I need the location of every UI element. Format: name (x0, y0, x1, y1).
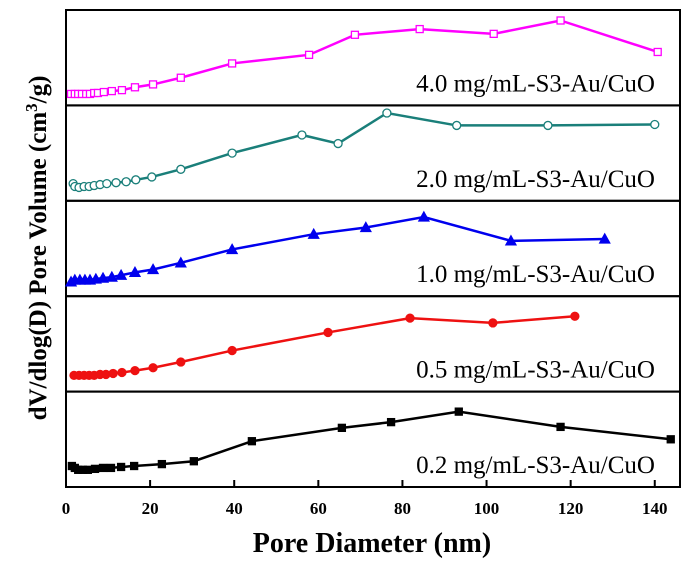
marker (121, 177, 131, 187)
marker (227, 345, 237, 356)
marker (99, 87, 108, 97)
x-tick-label: 80 (394, 499, 411, 518)
marker (359, 221, 372, 233)
marker (146, 263, 160, 275)
marker (102, 178, 112, 189)
marker (386, 417, 396, 427)
marker (405, 313, 415, 323)
legend-label: 1.0 mg/mL-S3-Au/CuO (416, 261, 655, 288)
marker (96, 271, 110, 283)
marker (83, 465, 93, 474)
legend-label: 4.0 mg/mL-S3-Au/CuO (416, 70, 655, 97)
marker (598, 232, 611, 244)
marker (297, 130, 307, 140)
marker (333, 138, 343, 149)
marker (147, 172, 157, 182)
marker (90, 464, 100, 474)
marker (415, 24, 424, 34)
marker (129, 461, 139, 471)
marker (653, 47, 662, 57)
marker (556, 422, 565, 432)
marker (227, 148, 237, 158)
x-tick-label: 0 (62, 499, 71, 518)
x-tick-label: 20 (142, 499, 159, 518)
marker (117, 85, 127, 95)
legend-label: 0.5 mg/mL-S3-Au/CuO (416, 357, 655, 384)
marker (116, 462, 126, 472)
marker (189, 457, 198, 466)
marker (176, 357, 186, 367)
marker (304, 50, 314, 59)
marker (382, 108, 392, 118)
marker (131, 175, 141, 185)
x-tick-label: 140 (642, 499, 668, 518)
marker (106, 463, 116, 473)
x-tick-label: 40 (226, 499, 243, 518)
marker (543, 120, 553, 131)
marker (130, 83, 140, 92)
legend-label: 2.0 mg/mL-S3-Au/CuO (416, 166, 655, 193)
marker (128, 266, 142, 277)
marker (176, 164, 186, 174)
panel-frame (65, 390, 681, 489)
x-tick-label: 120 (558, 499, 584, 518)
y-label-part: /g) (25, 76, 52, 105)
marker (176, 73, 185, 82)
marker (454, 407, 463, 416)
marker (148, 363, 158, 373)
marker (108, 368, 118, 379)
marker (226, 243, 239, 255)
marker (247, 437, 257, 446)
marker (117, 367, 127, 378)
x-tick-label: 60 (310, 499, 327, 518)
marker (114, 268, 128, 280)
marker (452, 120, 462, 131)
marker (556, 16, 565, 25)
marker (350, 30, 360, 39)
marker (570, 311, 580, 321)
marker (666, 435, 675, 444)
x-tick-label: 100 (474, 499, 500, 518)
marker (157, 459, 167, 469)
marker (504, 234, 518, 246)
marker (148, 80, 158, 89)
marker (98, 463, 108, 473)
marker (130, 365, 140, 376)
legend-label: 0.2 mg/mL-S3-Au/CuO (416, 452, 655, 479)
marker (111, 178, 121, 188)
marker (337, 423, 347, 433)
marker (107, 86, 116, 96)
marker (174, 256, 187, 268)
x-axis-label: Pore Diameter (nm) (253, 528, 491, 559)
y-axis-label: dV/dlog(D) Pore Volume (cm3/g) (22, 76, 52, 421)
marker (227, 59, 237, 68)
marker (307, 227, 320, 239)
marker (488, 318, 498, 328)
y-label-sup: 3 (22, 103, 41, 112)
marker (417, 210, 430, 222)
marker (489, 29, 498, 39)
marker (650, 119, 660, 130)
y-label-part: dV/dlog(D) Pore Volume (cm (25, 112, 52, 421)
marker (323, 327, 333, 338)
marker (105, 270, 118, 282)
